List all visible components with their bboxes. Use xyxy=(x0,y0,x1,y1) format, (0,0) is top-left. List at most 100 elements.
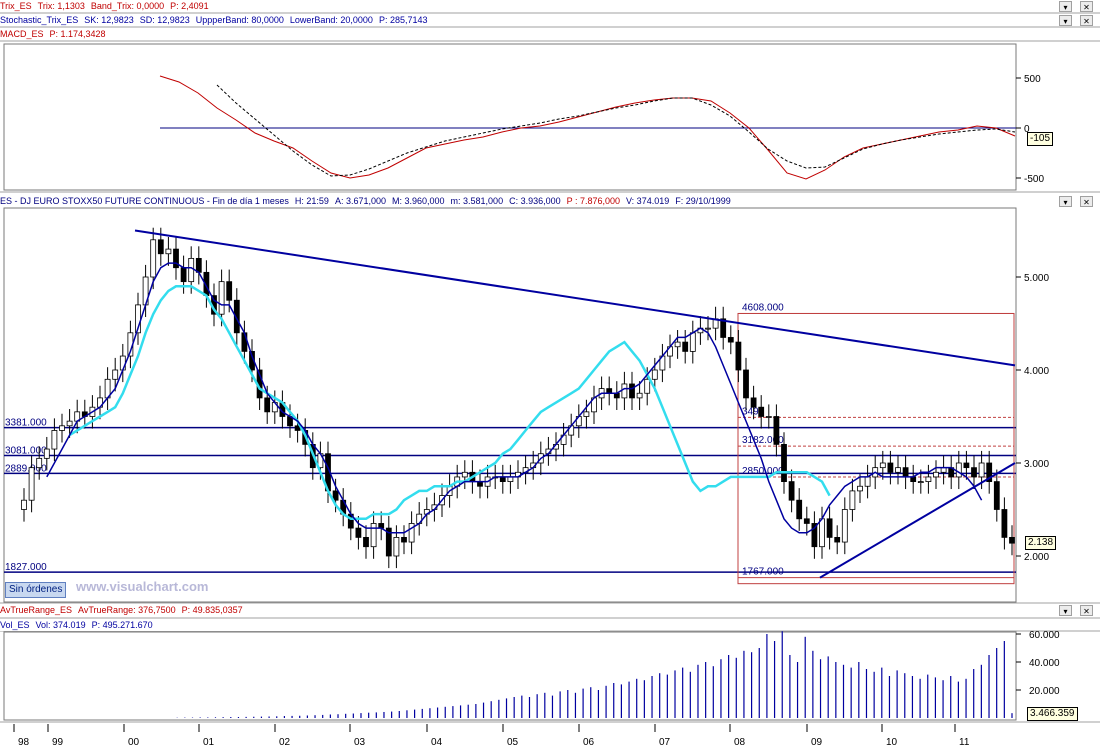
support-level-label: 3081.000 xyxy=(5,445,47,456)
main-y-tick-label: 5.000 xyxy=(1024,273,1049,284)
stoch-close-button[interactable]: ✕ xyxy=(1080,15,1093,26)
candle-body xyxy=(826,518,833,538)
main-minimize-button[interactable]: ▾ xyxy=(1059,196,1072,207)
candle-body xyxy=(408,523,415,543)
main-y-tick-label: 2.000 xyxy=(1024,552,1049,563)
candle-body xyxy=(621,383,628,399)
candle-body xyxy=(165,248,172,255)
candle-body xyxy=(157,239,164,255)
candle-body xyxy=(233,299,240,334)
stoch-header-item: Stochastic_Trix_ES xyxy=(0,15,79,25)
macd-header-item: P: 1.174,3428 xyxy=(49,29,106,39)
x-axis-tick-label: 00 xyxy=(128,737,140,747)
stoch-header-item: SK: 12,9823 xyxy=(84,15,134,25)
candle-body xyxy=(355,527,362,538)
macd-header: MACD_ES P: 1.174,3428 xyxy=(0,28,600,40)
x-axis-tick-label: 99 xyxy=(52,737,64,747)
stoch-minimize-button[interactable]: ▾ xyxy=(1059,15,1072,26)
candle-body xyxy=(583,411,590,417)
fast-moving-average-line xyxy=(46,262,983,534)
candle-body xyxy=(993,481,1000,510)
candle-body xyxy=(636,392,643,399)
orders-button[interactable]: Sin órdenes xyxy=(5,582,67,598)
macd-signal-line xyxy=(216,84,1016,177)
main-value-badge: 2.138 xyxy=(1025,536,1057,550)
candle-body xyxy=(674,341,681,348)
candle-body xyxy=(173,248,179,269)
fib-level-label: 2850.000 xyxy=(742,466,784,477)
candle-body xyxy=(1001,509,1008,538)
candle-body xyxy=(51,430,58,450)
stoch-header-item: SD: 12,9823 xyxy=(139,15,190,25)
x-axis-strip xyxy=(0,723,1100,747)
x-axis-tick-label: 06 xyxy=(583,737,595,747)
candle-body xyxy=(461,471,468,478)
vol-y-tick-label: 40.000 xyxy=(1029,658,1060,669)
candle-body xyxy=(819,518,825,548)
macd-y-tick-label: -500 xyxy=(1024,174,1044,185)
main-header-item: F: 29/10/1999 xyxy=(675,196,731,206)
atr-minimize-button[interactable]: ▾ xyxy=(1059,605,1072,616)
candle-body xyxy=(112,369,119,380)
macd-y-tick-label: 500 xyxy=(1024,74,1041,85)
candle-body xyxy=(720,318,727,338)
fib-level-label: 4608.000 xyxy=(742,302,784,313)
atr-header: AvTrueRange_ES AvTrueRange: 376,7500 P: 49… xyxy=(0,604,600,616)
candle-body xyxy=(119,355,126,371)
candle-body xyxy=(978,462,985,478)
x-axis-tick-label: 03 xyxy=(354,737,366,747)
x-axis-tick-label: 98 xyxy=(18,737,30,747)
atr-close-button[interactable]: ✕ xyxy=(1080,605,1093,616)
candle-body xyxy=(629,383,635,399)
candle-body xyxy=(803,518,810,524)
candle-body xyxy=(36,457,43,469)
candle-body xyxy=(933,471,939,478)
candle-body xyxy=(765,416,772,418)
x-axis-tick-label: 11 xyxy=(959,737,970,747)
x-axis-tick-label: 07 xyxy=(659,737,671,747)
trix-close-button[interactable]: ✕ xyxy=(1080,1,1093,12)
candle-body xyxy=(917,481,924,484)
main-header-item: V: 374.019 xyxy=(626,196,670,206)
candle-body xyxy=(811,523,818,548)
candle-body xyxy=(781,443,787,482)
trix-header: Trix_ES Trix: 1,1303 Band_Trix: 0,0000 P: 2… xyxy=(0,0,1050,12)
main-header-item: H: 21:59 xyxy=(294,196,329,206)
candle-body xyxy=(393,537,400,557)
candle-body xyxy=(66,420,73,427)
atr-header-item: P: 49.835,0357 xyxy=(181,605,243,615)
stoch-header: Stochastic_Trix_ES SK: 12,9823 SD: 12,9823… xyxy=(0,14,1050,26)
candle-body xyxy=(188,257,195,283)
main-header-item: M: 3.960,000 xyxy=(391,196,445,206)
main-header-item: C: 3.936,000 xyxy=(509,196,561,206)
main-close-button[interactable]: ✕ xyxy=(1080,196,1093,207)
candle-body xyxy=(43,448,50,459)
fib-level-label: 3182.000 xyxy=(742,435,784,446)
candle-body xyxy=(180,267,187,283)
vol-header-item: Vol_ES xyxy=(0,620,30,630)
trix-header-item: Trix_ES xyxy=(0,1,32,11)
main-header-item: A: 3.671,000 xyxy=(334,196,386,206)
candle-body xyxy=(788,481,795,501)
main-header-item: m: 3.581,000 xyxy=(450,196,504,206)
candle-body xyxy=(226,281,233,301)
macd-header-item: MACD_ES xyxy=(0,29,44,39)
stoch-header-item: UppperBand: 80,0000 xyxy=(195,15,284,25)
candle-body xyxy=(241,332,248,352)
candle-body xyxy=(727,337,734,343)
candle-body xyxy=(963,462,970,469)
candle-body xyxy=(689,332,696,352)
candle-body xyxy=(644,378,651,394)
candle-body xyxy=(864,476,871,487)
candle-body xyxy=(879,462,886,469)
panel-frame xyxy=(3,43,1017,191)
x-axis-tick-label: 04 xyxy=(431,737,443,747)
atr-header-item: AvTrueRange_ES xyxy=(0,605,73,615)
atr-header-item: AvTrueRange: 376,7500 xyxy=(78,605,176,615)
candle-body xyxy=(902,467,909,478)
support-level-label: 2889.000 xyxy=(5,463,47,474)
macd-value-badge: -105 xyxy=(1027,132,1054,146)
trix-minimize-button[interactable]: ▾ xyxy=(1059,1,1072,12)
trix-header-item: P: 2,4091 xyxy=(170,1,209,11)
